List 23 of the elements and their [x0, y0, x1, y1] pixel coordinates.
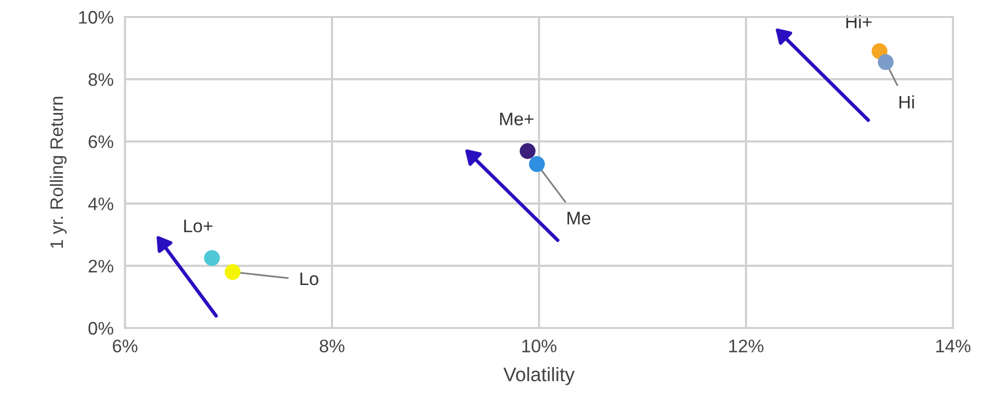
- y-tick-label: 10%: [79, 10, 114, 24]
- x-tick-label: 6%: [112, 340, 138, 352]
- text: Lo: [300, 272, 318, 286]
- x-tick-label: 14%: [936, 340, 970, 352]
- y-axis-title: 1 yr. Rolling Return: [50, 96, 67, 248]
- point: [224, 264, 241, 280]
- x-tick-label: 12%: [729, 340, 764, 352]
- point: [204, 250, 220, 266]
- series-label: Hi: [900, 95, 914, 108]
- series-label: Lo+: [184, 220, 212, 232]
- x-tick-label: 8%: [320, 340, 344, 352]
- y-tick-label: 8%: [88, 73, 114, 86]
- point: [878, 54, 894, 70]
- point: [520, 143, 536, 159]
- x-tick-label: 10%: [522, 340, 556, 352]
- y-tick-label: 2%: [88, 260, 114, 272]
- point: [529, 156, 545, 172]
- series-label: Me+: [500, 112, 534, 126]
- y-tick-label: 4%: [88, 198, 114, 210]
- y-tick-label: 6%: [88, 135, 114, 148]
- text: Me: [568, 212, 590, 225]
- y-tick-label: 0%: [88, 322, 114, 335]
- x-axis-title: Volatility: [503, 367, 575, 386]
